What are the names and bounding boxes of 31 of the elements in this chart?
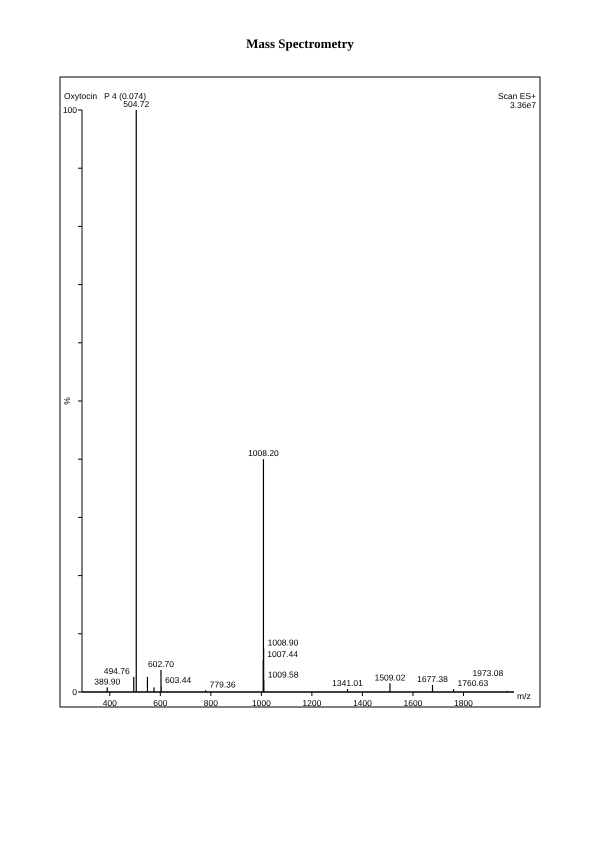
x-tick-label: 1000 bbox=[252, 698, 272, 708]
annotation: 1008.90 bbox=[268, 637, 299, 648]
x-tick-label: 1400 bbox=[352, 698, 372, 708]
x-axis-title: m/z bbox=[517, 691, 531, 701]
annotation: 1007.44 bbox=[267, 648, 298, 659]
x-tick-label: 600 bbox=[153, 698, 168, 708]
text: Scan ES+ bbox=[498, 91, 536, 101]
annotation: 1008.20 bbox=[248, 448, 280, 458]
x-tick-label: 1600 bbox=[403, 698, 423, 708]
x-tick-label: 800 bbox=[204, 698, 218, 708]
text: Oxytocin P 4 (0.074) bbox=[64, 91, 146, 101]
y-tick-label: 0 bbox=[72, 687, 78, 697]
x-tick-label: 1800 bbox=[454, 698, 474, 708]
annotation: 1509.02 bbox=[374, 672, 406, 682]
annotation: 779.36 bbox=[210, 679, 236, 690]
annotation: 602.70 bbox=[148, 658, 174, 669]
annotation: 1760.63 bbox=[458, 678, 489, 688]
annotation: 1341.01 bbox=[332, 678, 364, 688]
y-tick-label: 100 bbox=[62, 105, 78, 115]
annotation: 504.72 bbox=[123, 99, 150, 109]
annotation: 3.36e7 bbox=[510, 100, 536, 110]
x-tick-label: 1200 bbox=[302, 698, 322, 708]
x-tick-label: 400 bbox=[102, 698, 118, 708]
annotation: 494.76 bbox=[104, 666, 130, 676]
annotation: 1973.08 bbox=[472, 668, 504, 678]
annotation: 1009.58 bbox=[268, 669, 299, 680]
annotation: 389.90 bbox=[94, 676, 121, 686]
annotation: 1677.38 bbox=[417, 674, 448, 684]
annotation: 603.44 bbox=[165, 675, 192, 686]
chart-title: Mass Spectrometry bbox=[246, 36, 354, 51]
y-axis-title: % bbox=[62, 396, 72, 405]
